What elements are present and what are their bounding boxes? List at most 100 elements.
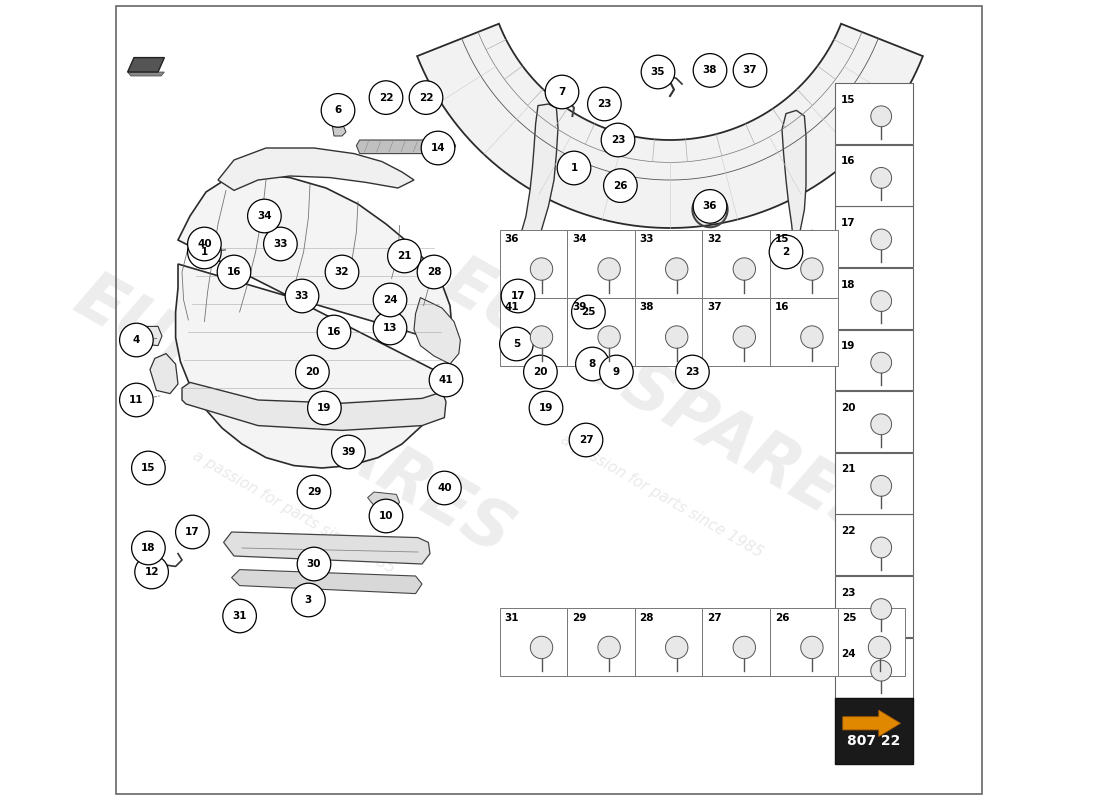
Text: 19: 19 (842, 341, 856, 351)
Text: a passion for parts since 1985: a passion for parts since 1985 (190, 448, 398, 576)
Text: 35: 35 (651, 67, 666, 77)
Circle shape (871, 598, 892, 619)
Circle shape (666, 636, 688, 658)
Text: 20: 20 (842, 402, 856, 413)
Circle shape (326, 255, 359, 289)
Circle shape (801, 326, 823, 348)
Text: 10: 10 (378, 511, 394, 521)
Circle shape (135, 555, 168, 589)
Text: 19: 19 (317, 403, 331, 413)
Text: 28: 28 (427, 267, 441, 277)
Text: 32: 32 (334, 267, 349, 277)
Circle shape (502, 279, 535, 313)
Text: 37: 37 (742, 66, 757, 75)
Polygon shape (607, 352, 626, 370)
Circle shape (871, 106, 892, 126)
Text: 16: 16 (774, 302, 790, 312)
Circle shape (321, 94, 355, 127)
Polygon shape (782, 110, 806, 274)
Bar (568, 608, 635, 676)
Bar (835, 638, 913, 698)
Bar (835, 391, 913, 452)
Circle shape (297, 547, 331, 581)
Circle shape (529, 391, 563, 425)
Polygon shape (223, 532, 430, 564)
Polygon shape (510, 104, 558, 278)
Circle shape (871, 537, 892, 558)
Circle shape (409, 81, 443, 114)
Circle shape (188, 227, 221, 261)
Text: 21: 21 (397, 251, 411, 261)
Text: 37: 37 (707, 302, 722, 312)
Bar (770, 608, 837, 676)
Text: 40: 40 (437, 483, 452, 493)
Circle shape (285, 279, 319, 313)
Circle shape (132, 531, 165, 565)
Circle shape (370, 81, 403, 114)
Text: 807 22: 807 22 (847, 734, 901, 748)
Text: 18: 18 (842, 279, 856, 290)
Circle shape (417, 255, 451, 289)
Text: 41: 41 (439, 375, 453, 385)
Circle shape (387, 239, 421, 273)
Circle shape (308, 391, 341, 425)
Text: 31: 31 (232, 611, 246, 621)
Text: 24: 24 (383, 295, 397, 305)
Text: 6: 6 (334, 106, 342, 115)
Circle shape (871, 290, 892, 311)
Circle shape (598, 326, 620, 348)
Bar (499, 298, 568, 366)
Circle shape (801, 636, 823, 658)
Circle shape (572, 295, 605, 329)
Circle shape (499, 327, 534, 361)
Text: 33: 33 (295, 291, 309, 301)
Text: 39: 39 (341, 447, 355, 457)
Polygon shape (356, 140, 455, 154)
Text: 17: 17 (842, 218, 856, 228)
Circle shape (868, 636, 891, 658)
Text: 36: 36 (505, 234, 519, 245)
Text: 39: 39 (572, 302, 586, 312)
Text: 34: 34 (257, 211, 272, 221)
Text: 38: 38 (703, 66, 717, 75)
Bar (635, 608, 703, 676)
Bar (835, 145, 913, 206)
Circle shape (546, 75, 579, 109)
Circle shape (373, 283, 407, 317)
Circle shape (292, 583, 326, 617)
Polygon shape (232, 570, 422, 594)
Text: 17: 17 (185, 527, 200, 537)
Polygon shape (218, 148, 414, 190)
Circle shape (428, 471, 461, 505)
Text: 15: 15 (141, 463, 156, 473)
Circle shape (248, 199, 282, 233)
Text: 15: 15 (842, 94, 856, 105)
Circle shape (602, 123, 635, 157)
Bar (703, 298, 770, 366)
Bar (835, 698, 913, 764)
Circle shape (733, 636, 756, 658)
Bar (703, 230, 770, 298)
Circle shape (604, 169, 637, 202)
Text: 15: 15 (774, 234, 790, 245)
Bar (835, 83, 913, 144)
Text: 16: 16 (327, 327, 341, 337)
Text: EUROSPARES: EUROSPARES (431, 248, 893, 552)
Text: 30: 30 (307, 559, 321, 569)
Polygon shape (786, 230, 826, 276)
Circle shape (558, 151, 591, 185)
Text: 27: 27 (707, 613, 722, 622)
Circle shape (297, 475, 331, 509)
Circle shape (120, 383, 153, 417)
Circle shape (598, 258, 620, 280)
Text: 16: 16 (227, 267, 241, 277)
Text: 22: 22 (842, 526, 856, 536)
Text: 18: 18 (141, 543, 156, 553)
Text: 31: 31 (505, 613, 519, 622)
Text: 12: 12 (144, 567, 158, 577)
Text: 25: 25 (581, 307, 596, 317)
Circle shape (120, 323, 153, 357)
Circle shape (429, 363, 463, 397)
Text: 28: 28 (639, 613, 654, 622)
Text: 26: 26 (774, 613, 790, 622)
